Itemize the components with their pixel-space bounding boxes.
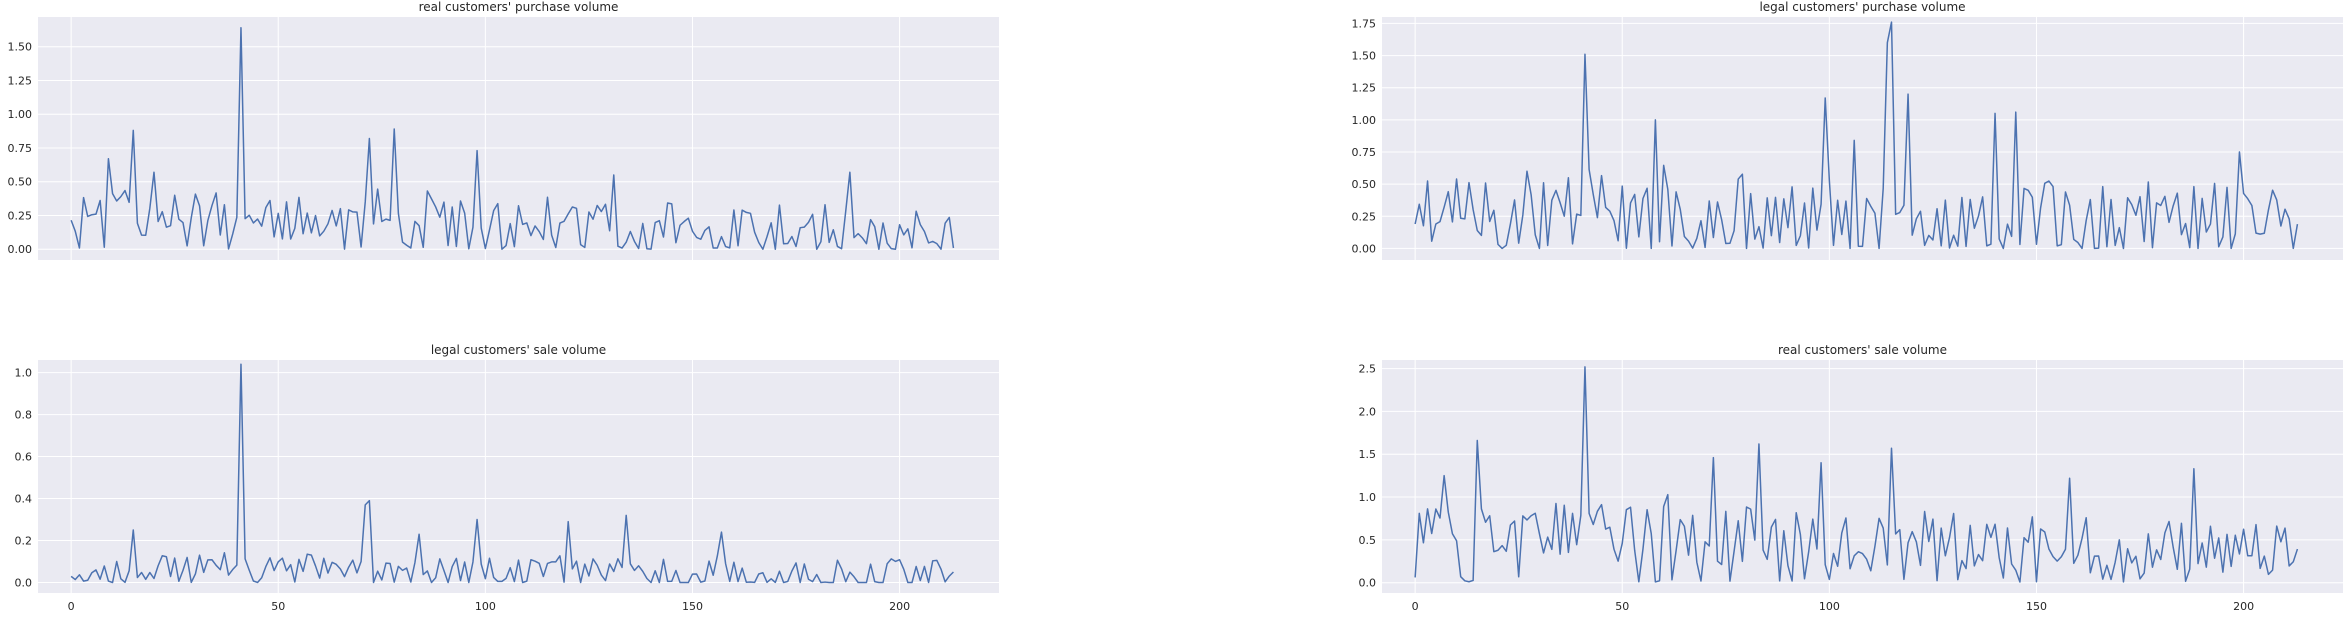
y-tick-label: 0.25	[1352, 210, 1377, 223]
chart-title: legal customers' purchase volume	[1759, 0, 1965, 14]
chart-title: real customers' purchase volume	[419, 0, 619, 14]
y-tick-label: 2.0	[1359, 405, 1377, 418]
x-tick-label: 50	[1615, 600, 1629, 613]
series-line	[1414, 21, 2299, 250]
y-tick-label: 1.25	[1352, 82, 1377, 95]
y-tick-label: 0.50	[8, 176, 33, 189]
y-tick-label: 1.50	[8, 41, 33, 54]
y-tick-label: 0.75	[1352, 146, 1377, 159]
y-tick-label: 0.00	[8, 243, 33, 256]
y-tick-label: 1.25	[8, 74, 33, 87]
chart-title: legal customers' sale volume	[431, 343, 606, 357]
plot-area	[38, 17, 999, 260]
y-tick-label: 0.50	[1352, 178, 1377, 191]
chart-title: real customers' sale volume	[1778, 343, 1947, 357]
y-tick-label: 0.25	[8, 209, 33, 222]
y-tick-label: 1.0	[1359, 491, 1377, 504]
y-tick-label: 1.0	[15, 367, 33, 380]
x-tick-label: 0	[1412, 600, 1419, 613]
y-tick-label: 0.2	[15, 535, 33, 548]
y-tick-label: 0.0	[1359, 577, 1377, 590]
x-tick-label: 50	[271, 600, 285, 613]
y-tick-label: 1.50	[1352, 50, 1377, 63]
x-tick-label: 0	[68, 600, 75, 613]
chart-panel: 0.00 0.25 0.50 0.75 1.00 1.25 1.50 real custome…	[8, 0, 999, 260]
series-line	[70, 363, 954, 584]
chart-panel: 0.0 0.2 0.4 0.6 0.8 1.0 0 50 100 150 200 legal cust…	[15, 343, 999, 613]
y-tick-label: 0.5	[1359, 534, 1377, 547]
y-tick-label: 1.75	[1352, 17, 1377, 30]
chart-panel: 0.0 0.5 1.0 1.5 2.0 2.5 0 50 100 150 200 real custo…	[1359, 343, 2343, 613]
y-tick-label: 0.00	[1352, 242, 1377, 255]
chart-panel: 0.00 0.25 0.50 0.75 1.00 1.25 1.50 1.75 legal cu…	[1352, 0, 2343, 260]
y-tick-label: 0.0	[15, 577, 33, 590]
x-tick-label: 150	[2026, 600, 2047, 613]
x-tick-label: 150	[682, 600, 703, 613]
x-tick-label: 100	[1819, 600, 1840, 613]
y-tick-label: 0.8	[15, 409, 33, 422]
y-tick-label: 1.5	[1359, 448, 1377, 461]
y-tick-label: 0.75	[8, 142, 33, 155]
plot-area	[38, 360, 999, 593]
plot-area	[1382, 17, 2343, 260]
y-tick-label: 0.4	[15, 493, 33, 506]
y-tick-label: 1.00	[1352, 114, 1377, 127]
y-tick-label: 2.5	[1359, 363, 1377, 376]
x-tick-label: 200	[889, 600, 910, 613]
y-tick-label: 0.6	[15, 451, 33, 464]
series-line	[1414, 366, 2299, 583]
x-tick-label: 200	[2233, 600, 2254, 613]
y-tick-label: 1.00	[8, 108, 33, 121]
series-line	[70, 27, 955, 250]
x-tick-label: 100	[475, 600, 496, 613]
